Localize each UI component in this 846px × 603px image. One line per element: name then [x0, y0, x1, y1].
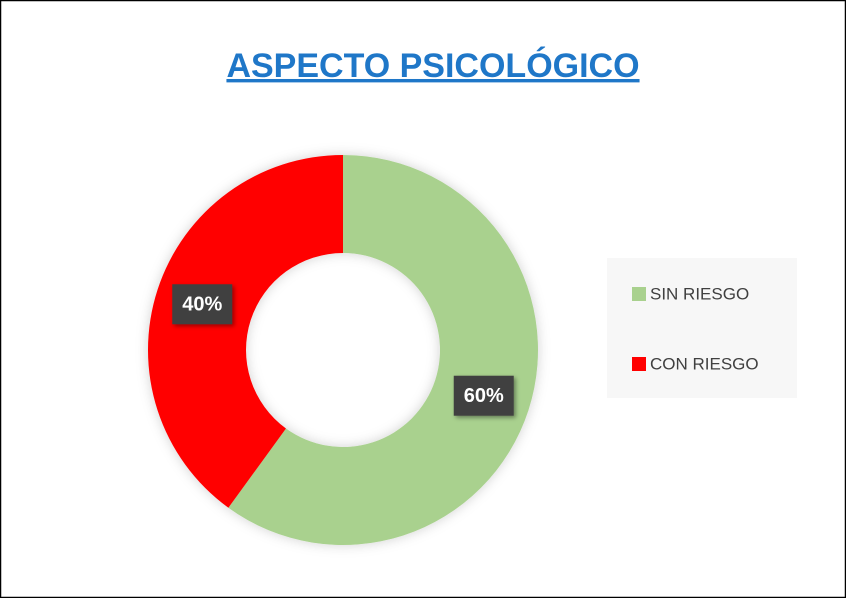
data-label-box — [172, 284, 233, 325]
legend-label: SIN RIESGO — [650, 284, 749, 303]
donut — [148, 155, 538, 545]
donut-slice — [148, 155, 343, 508]
data-label-box — [453, 375, 514, 416]
legend — [607, 258, 797, 398]
chart-title: ASPECTO PSICOLÓGICO — [226, 47, 639, 85]
legend-label: CON RIESGO — [650, 354, 759, 373]
legend-swatch — [632, 357, 646, 371]
donut-slice — [228, 155, 538, 545]
data-label: 40% — [182, 294, 222, 316]
legend-swatch — [632, 287, 646, 301]
data-label: 60% — [464, 385, 504, 407]
